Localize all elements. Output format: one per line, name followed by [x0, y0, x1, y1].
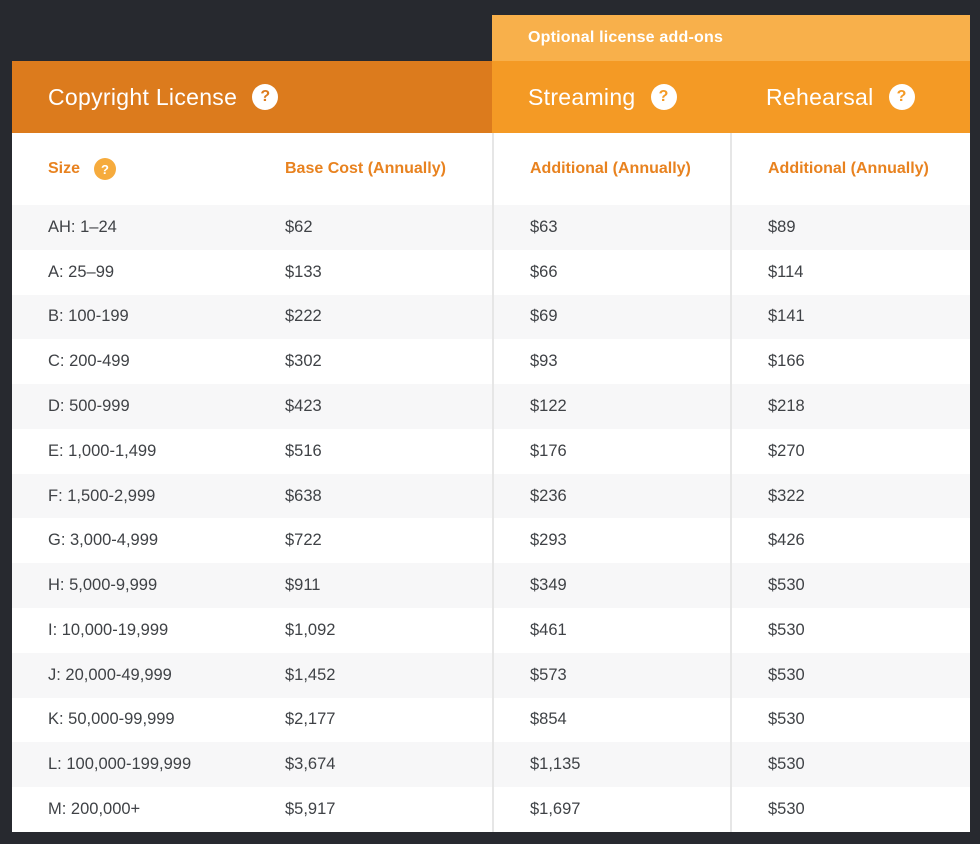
base-cost-cell: $222 — [285, 307, 322, 326]
rehearsal-cost-cell: $218 — [730, 384, 970, 429]
rehearsal-cost-cell: $114 — [730, 249, 970, 295]
table-row: F: 1,500-2,999 $638 $236 $322 — [12, 473, 970, 519]
size-column-label: Size — [48, 160, 81, 177]
streaming-cost-cell: $573 — [492, 652, 730, 698]
pricing-table: Size ? Base Cost (Annually) Additional (… — [12, 133, 970, 832]
base-cost-cell: $1,452 — [285, 665, 336, 684]
streaming-cost-cell: $236 — [492, 473, 730, 519]
rehearsal-title: Rehearsal — [766, 83, 874, 110]
streaming-cost-cell: $349 — [492, 563, 730, 609]
streaming-header: Streaming ? — [492, 61, 730, 133]
base-cost-cell: $1,092 — [285, 620, 336, 639]
streaming-cost-cell: $122 — [492, 384, 730, 429]
table-row: B: 100-199 $222 $69 $141 — [12, 294, 970, 340]
size-cell: F: 1,500-2,999 — [48, 486, 156, 505]
streaming-cost-cell: $93 — [492, 339, 730, 385]
base-cost-cell: $423 — [285, 397, 322, 416]
size-cell: D: 500-999 — [48, 397, 130, 416]
optional-addons-banner-label: Optional license add-ons — [528, 29, 724, 46]
column-header-streaming-additional: Additional (Annually) — [492, 133, 730, 205]
rehearsal-cost-cell: $530 — [730, 608, 970, 653]
streaming-cost-cell: $293 — [492, 518, 730, 564]
base-cost-cell: $3,674 — [285, 755, 336, 774]
base-cost-cell: $2,177 — [285, 710, 336, 729]
rehearsal-cost-cell: $89 — [730, 205, 970, 250]
rehearsal-cost-cell: $530 — [730, 787, 970, 832]
table-row: H: 5,000-9,999 $911 $349 $530 — [12, 563, 970, 609]
size-cell: A: 25–99 — [48, 262, 115, 281]
rehearsal-header: Rehearsal ? — [730, 61, 970, 133]
copyright-license-header: Copyright License ? — [12, 61, 492, 133]
size-cell: I: 10,000-19,999 — [48, 620, 169, 639]
column-header-size: Size ? — [12, 133, 249, 205]
rehearsal-cost-cell: $322 — [730, 473, 970, 519]
rehearsal-cost-cell: $270 — [730, 428, 970, 474]
streaming-cost-cell: $176 — [492, 428, 730, 474]
streaming-title: Streaming — [528, 83, 636, 110]
column-header-base-cost: Base Cost (Annually) — [285, 160, 446, 177]
rehearsal-help-icon[interactable]: ? — [888, 84, 915, 110]
table-row: G: 3,000-4,999 $722 $293 $426 — [12, 518, 970, 564]
table-header-row: Copyright License ? Streaming ? Rehearsa… — [12, 61, 970, 133]
size-cell: K: 50,000-99,999 — [48, 710, 175, 729]
size-cell: L: 100,000-199,999 — [48, 755, 192, 774]
streaming-cost-cell: $66 — [492, 249, 730, 295]
table-row: E: 1,000-1,499 $516 $176 $270 — [12, 428, 970, 474]
table-row: D: 500-999 $423 $122 $218 — [12, 384, 970, 429]
size-cell: H: 5,000-9,999 — [48, 576, 158, 595]
size-cell: AH: 1–24 — [48, 217, 117, 236]
table-row: I: 10,000-19,999 $1,092 $461 $530 — [12, 608, 970, 653]
streaming-cost-cell: $1,697 — [492, 787, 730, 832]
size-cell: G: 3,000-4,999 — [48, 531, 159, 550]
size-cell: J: 20,000-49,999 — [48, 665, 172, 684]
rehearsal-cost-cell: $530 — [730, 563, 970, 609]
size-cell: B: 100-199 — [48, 307, 129, 326]
streaming-cost-cell: $854 — [492, 697, 730, 743]
column-header-rehearsal-additional: Additional (Annually) — [730, 133, 970, 205]
streaming-cost-cell: $63 — [492, 205, 730, 250]
size-cell: M: 200,000+ — [48, 800, 141, 819]
optional-addons-banner: Optional license add-ons — [492, 15, 970, 61]
table-row: J: 20,000-49,999 $1,452 $573 $530 — [12, 652, 970, 698]
base-cost-cell: $5,917 — [285, 800, 336, 819]
streaming-cost-cell: $1,135 — [492, 742, 730, 788]
table-row: L: 100,000-199,999 $3,674 $1,135 $530 — [12, 742, 970, 788]
copyright-license-help-icon[interactable]: ? — [252, 84, 279, 110]
rehearsal-cost-cell: $141 — [730, 294, 970, 340]
size-cell: E: 1,000-1,499 — [48, 441, 157, 460]
base-cost-cell: $722 — [285, 531, 322, 550]
column-headers: Size ? Base Cost (Annually) Additional (… — [12, 133, 970, 205]
table-row: C: 200-499 $302 $93 $166 — [12, 339, 970, 385]
table-row: A: 25–99 $133 $66 $114 — [12, 249, 970, 295]
table-body: AH: 1–24 $62 $63 $89 A: 25–99 $133 $66 $… — [12, 205, 970, 832]
table-row: K: 50,000-99,999 $2,177 $854 $530 — [12, 697, 970, 743]
rehearsal-cost-cell: $530 — [730, 697, 970, 743]
base-cost-cell: $638 — [285, 486, 322, 505]
size-cell: C: 200-499 — [48, 352, 130, 371]
base-cost-cell: $516 — [285, 441, 322, 460]
rehearsal-cost-cell: $166 — [730, 339, 970, 385]
streaming-help-icon[interactable]: ? — [650, 84, 677, 110]
base-cost-cell: $62 — [285, 217, 313, 236]
streaming-cost-cell: $69 — [492, 294, 730, 340]
base-cost-cell: $133 — [285, 262, 322, 281]
table-row: AH: 1–24 $62 $63 $89 — [12, 205, 970, 250]
base-cost-cell: $302 — [285, 352, 322, 371]
rehearsal-cost-cell: $530 — [730, 742, 970, 788]
copyright-license-title: Copyright License — [48, 83, 238, 110]
streaming-cost-cell: $461 — [492, 608, 730, 653]
rehearsal-cost-cell: $426 — [730, 518, 970, 564]
size-help-icon[interactable]: ? — [94, 158, 117, 180]
base-cost-cell: $911 — [285, 576, 321, 595]
table-row: M: 200,000+ $5,917 $1,697 $530 — [12, 787, 970, 832]
rehearsal-cost-cell: $530 — [730, 652, 970, 698]
